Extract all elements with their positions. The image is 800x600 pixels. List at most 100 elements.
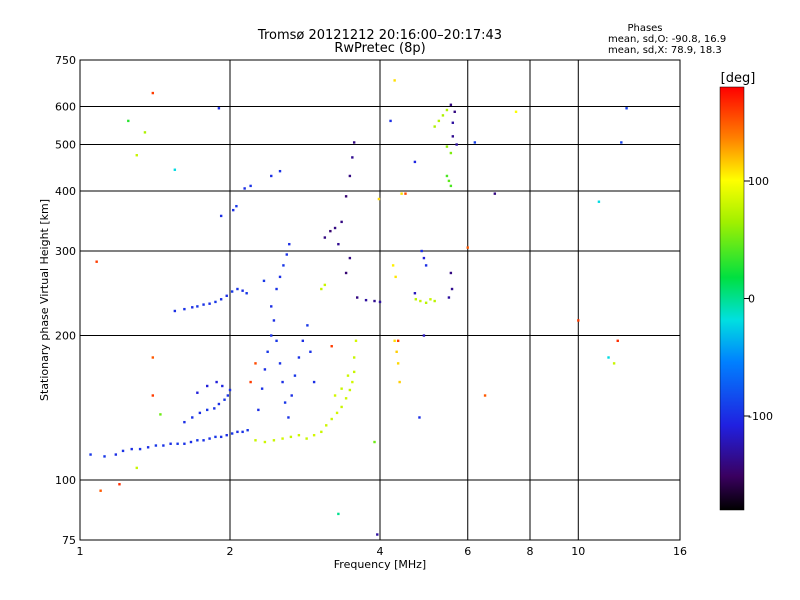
data-point	[344, 195, 348, 198]
data-point	[266, 350, 269, 353]
data-point	[445, 174, 449, 178]
y-tick-label: 200	[55, 330, 76, 343]
data-point	[373, 299, 376, 303]
data-point	[135, 154, 138, 157]
data-point	[473, 141, 477, 144]
data-point	[625, 107, 628, 110]
data-point	[260, 387, 264, 390]
y-tick-label: 400	[55, 185, 76, 198]
data-point	[437, 119, 441, 123]
y-tick-label: 750	[55, 54, 76, 67]
data-point	[230, 432, 234, 435]
data-point	[281, 380, 284, 384]
data-point	[354, 339, 358, 343]
data-point	[466, 246, 469, 249]
data-point	[221, 384, 224, 388]
data-point	[278, 275, 282, 279]
data-point	[241, 430, 244, 434]
data-point	[226, 394, 230, 397]
x-tick-label: 8	[527, 545, 534, 558]
data-point	[232, 208, 235, 212]
data-point	[450, 287, 454, 291]
data-point	[364, 298, 368, 302]
data-point	[215, 380, 218, 384]
data-point	[270, 305, 273, 308]
data-point	[325, 424, 328, 427]
data-point	[275, 339, 278, 343]
data-point	[413, 292, 417, 295]
data-point	[414, 298, 418, 301]
data-point	[159, 413, 162, 416]
data-point	[272, 319, 276, 322]
data-point	[219, 435, 223, 439]
x-tick-label: 2	[227, 545, 234, 558]
data-point	[183, 420, 186, 424]
data-point	[607, 356, 610, 359]
data-point	[173, 309, 177, 313]
data-point	[263, 368, 267, 371]
data-point	[351, 156, 354, 159]
data-point	[340, 220, 343, 224]
data-point	[297, 356, 301, 359]
data-point	[223, 398, 226, 401]
y-axis-label: Stationary phase Virtual Height [km]	[38, 199, 51, 401]
x-tick-label: 6	[464, 545, 471, 558]
data-point	[616, 339, 619, 343]
data-point	[217, 402, 221, 406]
data-point	[424, 264, 428, 267]
data-point	[391, 264, 395, 267]
data-point	[398, 380, 401, 384]
data-point	[89, 453, 92, 456]
data-point	[373, 440, 376, 444]
data-point	[429, 298, 432, 301]
data-point	[301, 339, 305, 343]
chart-subtitle: RwPretec (8p)	[334, 41, 425, 56]
data-point	[272, 439, 276, 442]
data-point	[214, 300, 217, 304]
y-tick-label: 300	[55, 245, 76, 258]
data-point	[352, 370, 356, 374]
data-point	[323, 283, 327, 287]
data-point	[445, 145, 449, 148]
data-point	[420, 249, 423, 253]
colorbar-tick-label: -100	[748, 410, 773, 423]
data-point	[127, 119, 130, 123]
data-point	[320, 287, 323, 291]
data-point	[404, 192, 407, 195]
data-point	[378, 300, 382, 304]
colorbar-ticks: 100 0 -100	[744, 175, 773, 423]
data-point	[348, 174, 352, 178]
data-point	[282, 264, 285, 267]
data-point	[320, 430, 323, 434]
data-point	[348, 388, 352, 392]
data-point	[306, 324, 309, 327]
data-point	[257, 408, 260, 412]
data-point	[254, 362, 257, 365]
data-point	[249, 380, 252, 384]
data-point	[396, 339, 400, 343]
data-points	[89, 79, 628, 536]
x-tick-label: 16	[673, 545, 687, 558]
y-tick-label: 75	[62, 534, 76, 547]
x-axis-label: Frequency [MHz]	[334, 558, 426, 571]
data-point	[297, 433, 301, 437]
data-point	[433, 299, 436, 303]
y-tick-label: 500	[55, 139, 76, 152]
data-point	[205, 408, 209, 412]
data-point	[352, 356, 356, 359]
data-point	[189, 440, 193, 444]
data-point	[135, 466, 138, 470]
data-point	[344, 397, 348, 400]
data-point	[205, 384, 209, 388]
data-point	[287, 416, 290, 419]
x-tick-label: 4	[377, 545, 384, 558]
data-point	[208, 437, 211, 440]
data-point	[333, 226, 337, 230]
data-point	[514, 110, 518, 113]
data-point	[333, 394, 337, 397]
data-point	[453, 110, 456, 113]
data-point	[241, 289, 244, 292]
data-point	[219, 214, 223, 218]
data-point	[346, 374, 350, 377]
